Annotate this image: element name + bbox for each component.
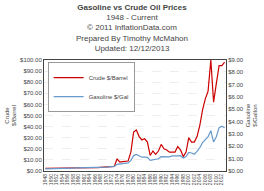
svg-text:1962: 1962 xyxy=(81,174,87,185)
svg-text:Gasoline $/Gal: Gasoline $/Gal xyxy=(89,94,129,100)
svg-text:2000: 2000 xyxy=(185,174,191,185)
svg-text:$100.00: $100.00 xyxy=(20,57,42,63)
svg-text:$0.00: $0.00 xyxy=(27,168,43,174)
svg-text:1994: 1994 xyxy=(169,174,175,185)
svg-text:$2.00: $2.00 xyxy=(228,143,244,149)
svg-text:$9.00: $9.00 xyxy=(228,57,244,63)
svg-text:$10.00: $10.00 xyxy=(23,157,42,163)
svg-text:$8.00: $8.00 xyxy=(228,69,244,75)
svg-text:1978: 1978 xyxy=(125,174,131,185)
svg-text:$20.00: $20.00 xyxy=(23,146,42,152)
svg-text:1974: 1974 xyxy=(114,174,120,185)
svg-text:$40.00: $40.00 xyxy=(23,124,42,130)
svg-text:1970: 1970 xyxy=(103,174,109,185)
svg-text:Crude $/Barrel: Crude $/Barrel xyxy=(89,75,128,81)
svg-text:Gasoline$/Gallon: Gasoline$/Gallon xyxy=(245,103,259,127)
svg-text:1988: 1988 xyxy=(152,174,158,185)
svg-text:1984: 1984 xyxy=(141,174,147,185)
svg-text:$0.00: $0.00 xyxy=(228,168,244,174)
svg-text:2008: 2008 xyxy=(207,174,213,185)
svg-text:1990: 1990 xyxy=(158,174,164,185)
svg-text:1968: 1968 xyxy=(97,174,103,185)
svg-text:1952: 1952 xyxy=(53,174,59,185)
svg-text:1982: 1982 xyxy=(136,174,142,185)
svg-text:1948: 1948 xyxy=(42,174,48,185)
svg-text:1976: 1976 xyxy=(119,174,125,185)
svg-text:1998: 1998 xyxy=(180,174,186,185)
svg-text:1954: 1954 xyxy=(59,174,65,185)
svg-text:1996: 1996 xyxy=(174,174,180,185)
svg-text:$90.00: $90.00 xyxy=(23,68,42,74)
svg-text:$60.00: $60.00 xyxy=(23,102,42,108)
svg-text:$70.00: $70.00 xyxy=(23,90,42,96)
svg-text:1980: 1980 xyxy=(130,174,136,185)
svg-text:2010: 2010 xyxy=(213,174,219,185)
svg-text:1992: 1992 xyxy=(163,174,169,185)
svg-text:1986: 1986 xyxy=(147,174,153,185)
svg-text:$80.00: $80.00 xyxy=(23,79,42,85)
svg-text:1964: 1964 xyxy=(86,174,92,185)
svg-text:1960: 1960 xyxy=(75,174,81,185)
svg-text:1966: 1966 xyxy=(92,174,98,185)
svg-text:$3.00: $3.00 xyxy=(228,131,244,137)
svg-text:1950: 1950 xyxy=(48,174,54,185)
svg-text:$1.00: $1.00 xyxy=(228,156,244,162)
svg-text:Gasoline vs Crude Oil Prices19: Gasoline vs Crude Oil Prices1948 - Curre… xyxy=(76,3,188,54)
svg-text:$6.00: $6.00 xyxy=(228,94,244,100)
svg-text:2004: 2004 xyxy=(196,174,202,185)
svg-text:2002: 2002 xyxy=(191,174,197,185)
svg-text:$30.00: $30.00 xyxy=(23,135,42,141)
svg-text:1956: 1956 xyxy=(64,174,70,185)
svg-text:1972: 1972 xyxy=(108,174,114,185)
svg-text:Crude$/Barrel: Crude$/Barrel xyxy=(4,105,18,126)
svg-text:2006: 2006 xyxy=(202,174,208,185)
svg-text:$4.00: $4.00 xyxy=(228,119,244,125)
svg-text:1958: 1958 xyxy=(70,174,76,185)
svg-text:$7.00: $7.00 xyxy=(228,82,244,88)
svg-text:$5.00: $5.00 xyxy=(228,106,244,112)
svg-text:$50.00: $50.00 xyxy=(23,113,42,119)
svg-text:2012: 2012 xyxy=(218,174,224,185)
